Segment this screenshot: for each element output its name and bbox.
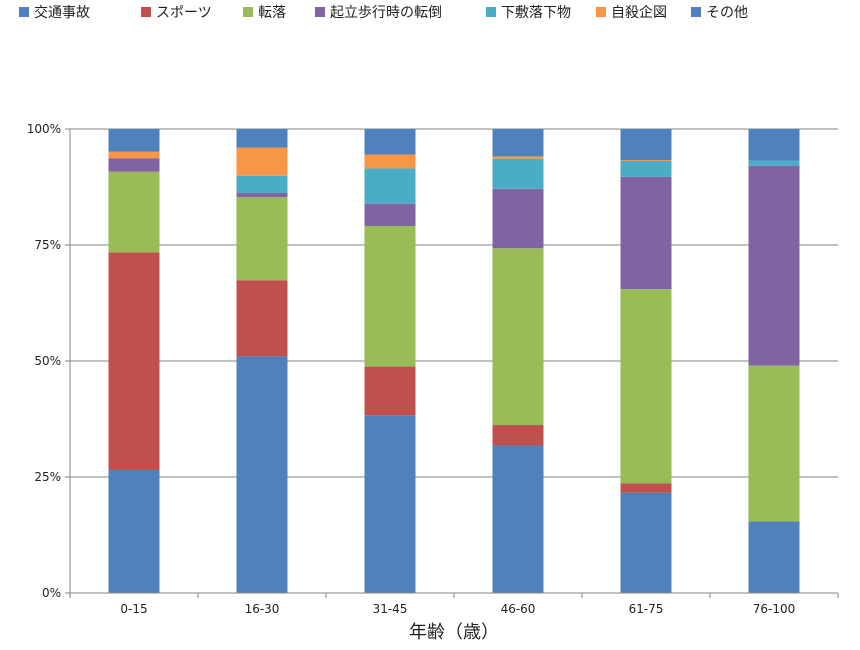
- bar-segment: [236, 280, 288, 357]
- bar-segment: [620, 161, 672, 177]
- bar-segment: [364, 366, 416, 416]
- bar-segment: [236, 175, 288, 194]
- bar-segment: [108, 129, 160, 152]
- axes: 0% 25% 50% 75% 100% 0-15 16-30 31-45 46-60 61-75 7…: [27, 122, 839, 616]
- bar-segment: [108, 158, 160, 172]
- x-tick-label: 31-45: [373, 602, 408, 616]
- legend-label: スポーツ: [156, 5, 212, 21]
- bar-segment: [236, 147, 288, 176]
- legend-swatch: [141, 7, 151, 17]
- legend-item: 交通事故: [19, 4, 90, 21]
- bar-segment: [364, 168, 416, 204]
- legend-item: その他: [691, 5, 748, 21]
- legend-item: 起立歩行時の転倒: [315, 5, 442, 21]
- bar-segment: [492, 158, 544, 189]
- bar-segment: [620, 160, 672, 162]
- bar-segment: [108, 470, 160, 593]
- x-axis-label: 年齢（歳）: [409, 622, 499, 643]
- bar-segment: [108, 252, 160, 471]
- bar-segment: [620, 289, 672, 484]
- y-tick-label: 75%: [34, 238, 61, 252]
- bar-segment: [492, 248, 544, 426]
- y-tick-label: 25%: [34, 470, 61, 484]
- x-tick-label: 16-30: [245, 602, 280, 616]
- bar-segment: [492, 188, 544, 249]
- legend-swatch: [596, 7, 606, 17]
- legend-label: 交通事故: [34, 4, 90, 21]
- legend-item: 下敷落下物: [486, 5, 571, 21]
- bar-segment: [620, 492, 672, 593]
- bar-segment: [236, 356, 288, 593]
- legend-swatch: [315, 7, 325, 17]
- y-tick-label: 100%: [27, 122, 61, 136]
- x-tick-label: 76-100: [753, 602, 796, 616]
- bar-segment: [748, 160, 800, 166]
- legend-label: その他: [706, 5, 748, 21]
- bars: [108, 129, 800, 593]
- legend-swatch: [486, 7, 496, 17]
- legend-label: 自殺企図: [611, 4, 667, 21]
- legend-swatch: [691, 7, 701, 17]
- bar-segment: [364, 129, 416, 155]
- legend: 交通事故 スポーツ 転落 起立歩行時の転倒 下敷落下物 自殺企図 その他: [19, 4, 748, 21]
- gridlines: [70, 128, 838, 478]
- legend-item: スポーツ: [141, 5, 212, 21]
- bar-segment: [620, 483, 672, 493]
- legend-label: 転落: [258, 5, 286, 21]
- bar-segment: [748, 365, 800, 522]
- legend-item: 自殺企図: [596, 4, 667, 21]
- bar-segment: [748, 165, 800, 366]
- bar-segment: [492, 156, 544, 159]
- legend-label: 起立歩行時の転倒: [330, 5, 442, 21]
- bar-segment: [236, 197, 288, 281]
- y-tick-label: 0%: [42, 586, 61, 600]
- bar-segment: [492, 129, 544, 157]
- bar-segment: [620, 129, 672, 161]
- bar-segment: [748, 521, 800, 593]
- bar-segment: [236, 193, 288, 198]
- bar-segment: [364, 203, 416, 226]
- legend-label: 下敷落下物: [501, 5, 571, 21]
- bar-segment: [492, 445, 544, 593]
- bar-segment: [108, 171, 160, 253]
- x-tick-label: 0-15: [120, 602, 147, 616]
- y-tick-label: 50%: [34, 354, 61, 368]
- bar-segment: [364, 415, 416, 593]
- bar-segment: [364, 225, 416, 367]
- legend-swatch: [243, 7, 253, 17]
- bar-segment: [236, 129, 288, 148]
- bar-segment: [364, 154, 416, 169]
- x-tick-label: 61-75: [629, 602, 664, 616]
- legend-swatch: [19, 7, 29, 17]
- bar-segment: [620, 176, 672, 290]
- bar-segment: [492, 425, 544, 446]
- bar-segment: [748, 129, 800, 161]
- bar-segment: [108, 151, 160, 159]
- legend-item: 転落: [243, 5, 286, 21]
- x-tick-label: 46-60: [501, 602, 536, 616]
